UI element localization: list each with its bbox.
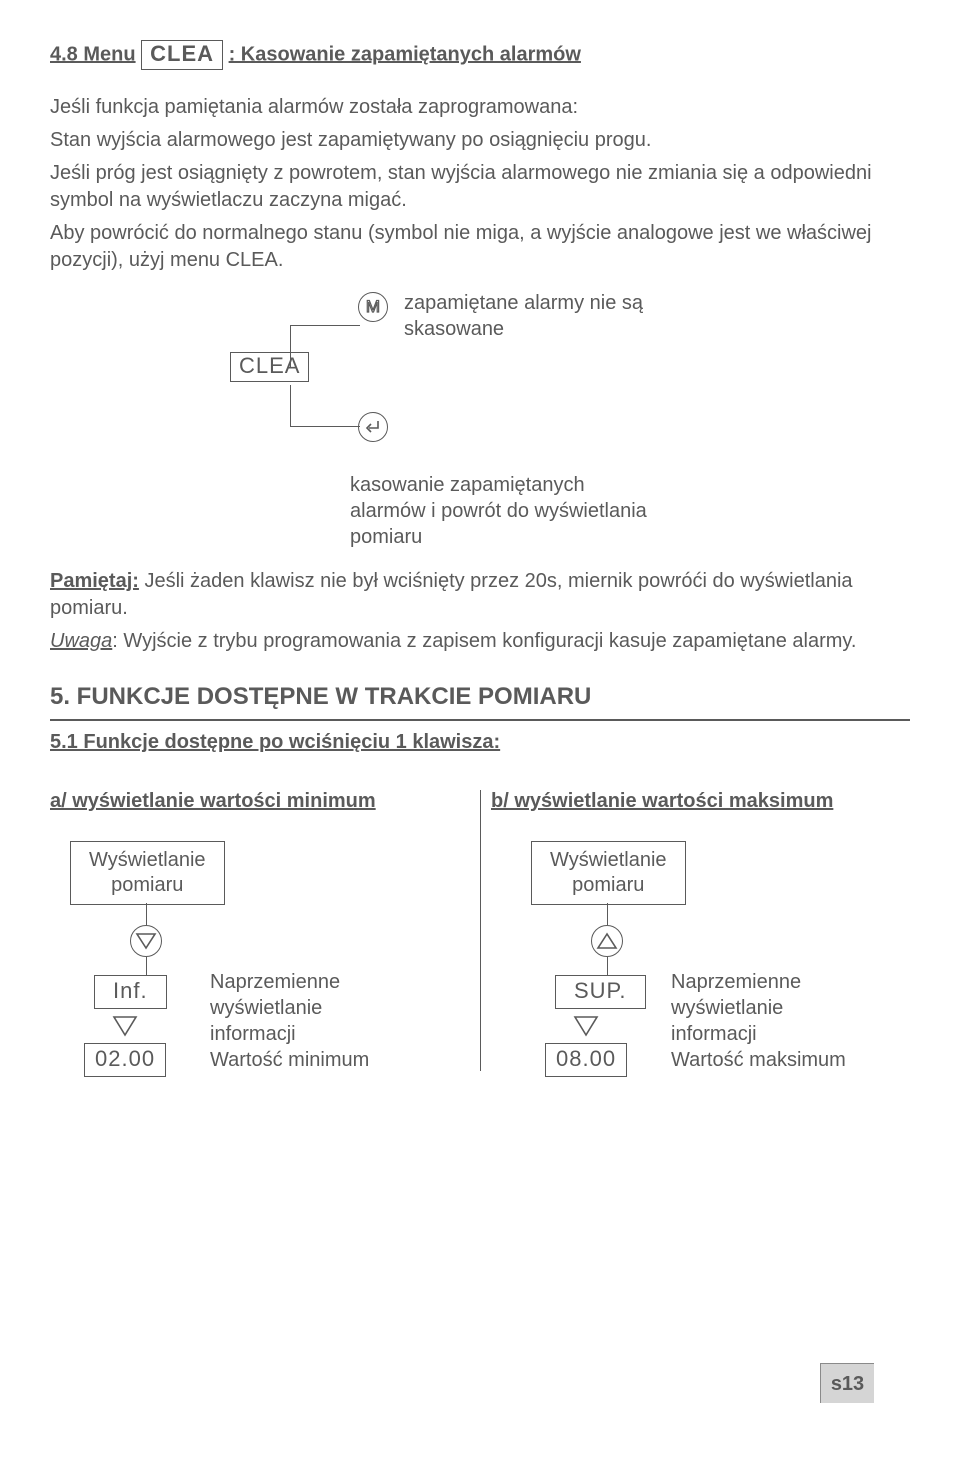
page-number: s13 [820,1363,874,1403]
m-button-icon: M [358,292,388,322]
col-a-display-line1: Wyświetlanie [89,848,206,873]
uwaga-paragraph: Uwaga: Wyjście z trybu programowania z z… [50,628,910,655]
enter-button-icon [358,412,388,442]
col-a-side-4: Wartość minimum [210,1047,369,1073]
remember-label: Pamiętaj: [50,570,139,592]
diagram-text-clear: kasowanie zapamiętanych alarmów i powrót… [350,472,650,550]
section-5-heading: 5. FUNKCJE DOSTĘPNE W TRAKCIE POMIARU [50,683,910,711]
connector-line-bottom [290,385,312,427]
col-b-side-2: wyświetlanie [671,995,846,1021]
col-a-flow: Wyświetlanie pomiaru Inf. 02.00 Naprzemi… [70,841,480,1071]
down-triangle-button-icon [130,925,162,957]
paragraph-2: Stan wyjścia alarmowego jest zapamiętywa… [50,127,910,154]
paragraph-3: Jeśli próg jest osiągnięty z powrotem, s… [50,160,910,214]
col-b-display-box: Wyświetlanie pomiaru [531,841,686,905]
col-a-side-3: informacji [210,1021,369,1047]
col-a-inf-box: Inf. [94,975,167,1009]
col-b-title: b/ wyświetlanie wartości maksimum [491,790,910,813]
col-b-display-line1: Wyświetlanie [550,848,667,873]
col-b-side-3: informacji [671,1021,846,1047]
col-b-side-1: Naprzemienne [671,969,846,995]
col-a-side-text: Naprzemienne wyświetlanie informacji War… [210,969,369,1073]
section-5-1-heading: 5.1 Funkcje dostępne po wciśnięciu 1 kla… [50,731,910,754]
clea-diagram: M zapamiętane alarmy nie są skasowane CL… [230,292,910,552]
col-b-value-box: 08.00 [545,1043,627,1077]
col-a-display-box: Wyświetlanie pomiaru [70,841,225,905]
col-b-side-4: Wartość maksimum [671,1047,846,1073]
col-a-connector-2 [146,957,147,975]
col-b-flow: Wyświetlanie pomiaru SUP. 08.00 Naprzemi… [531,841,910,1071]
column-b: b/ wyświetlanie wartości maksimum Wyświe… [480,790,910,1071]
col-a-connector-1 [146,903,147,925]
col-b-display-line2: pomiaru [550,873,667,898]
col-b-side-text: Naprzemienne wyświetlanie informacji War… [671,969,846,1073]
col-a-display-line2: pomiaru [89,873,206,898]
remember-paragraph: Pamiętaj: Jeśli żaden klawisz nie był wc… [50,568,910,622]
col-a-side-2: wyświetlanie [210,995,369,1021]
paragraph-4: Aby powrócić do normalnego stanu (symbol… [50,220,910,274]
col-b-sup-box: SUP. [555,975,646,1009]
paragraph-1: Jeśli funkcja pamiętania alarmów została… [50,94,910,121]
col-b-connector-2 [607,957,608,975]
uwaga-text: : Wyjście z trybu programowania z zapise… [112,630,856,652]
column-a: a/ wyświetlanie wartości minimum Wyświet… [50,790,480,1071]
remember-text: Jeśli żaden klawisz nie był wciśnięty pr… [50,570,853,619]
col-a-value-box: 02.00 [84,1043,166,1077]
heading-title: : Kasowanie zapamiętanych alarmów [229,43,581,65]
two-column-layout: a/ wyświetlanie wartości minimum Wyświet… [50,790,910,1071]
down-triangle-icon-b [571,1013,601,1045]
up-triangle-button-icon [591,925,623,957]
heading-num: 4.8 Menu [50,43,136,65]
down-triangle-icon [110,1013,140,1045]
heading-code-box: CLEA [141,40,223,70]
col-a-title: a/ wyświetlanie wartości minimum [50,790,480,813]
section-4-8-heading: 4.8 Menu CLEA : Kasowanie zapamiętanych … [50,40,910,70]
uwaga-label: Uwaga [50,630,112,652]
svg-text:M: M [366,297,380,316]
diagram-text-not-cleared: zapamiętane alarmy nie są skasowane [404,290,664,342]
section-5-rule [50,719,910,721]
col-a-side-1: Naprzemienne [210,969,369,995]
connector-line-top [290,325,312,367]
col-b-connector-1 [607,903,608,925]
